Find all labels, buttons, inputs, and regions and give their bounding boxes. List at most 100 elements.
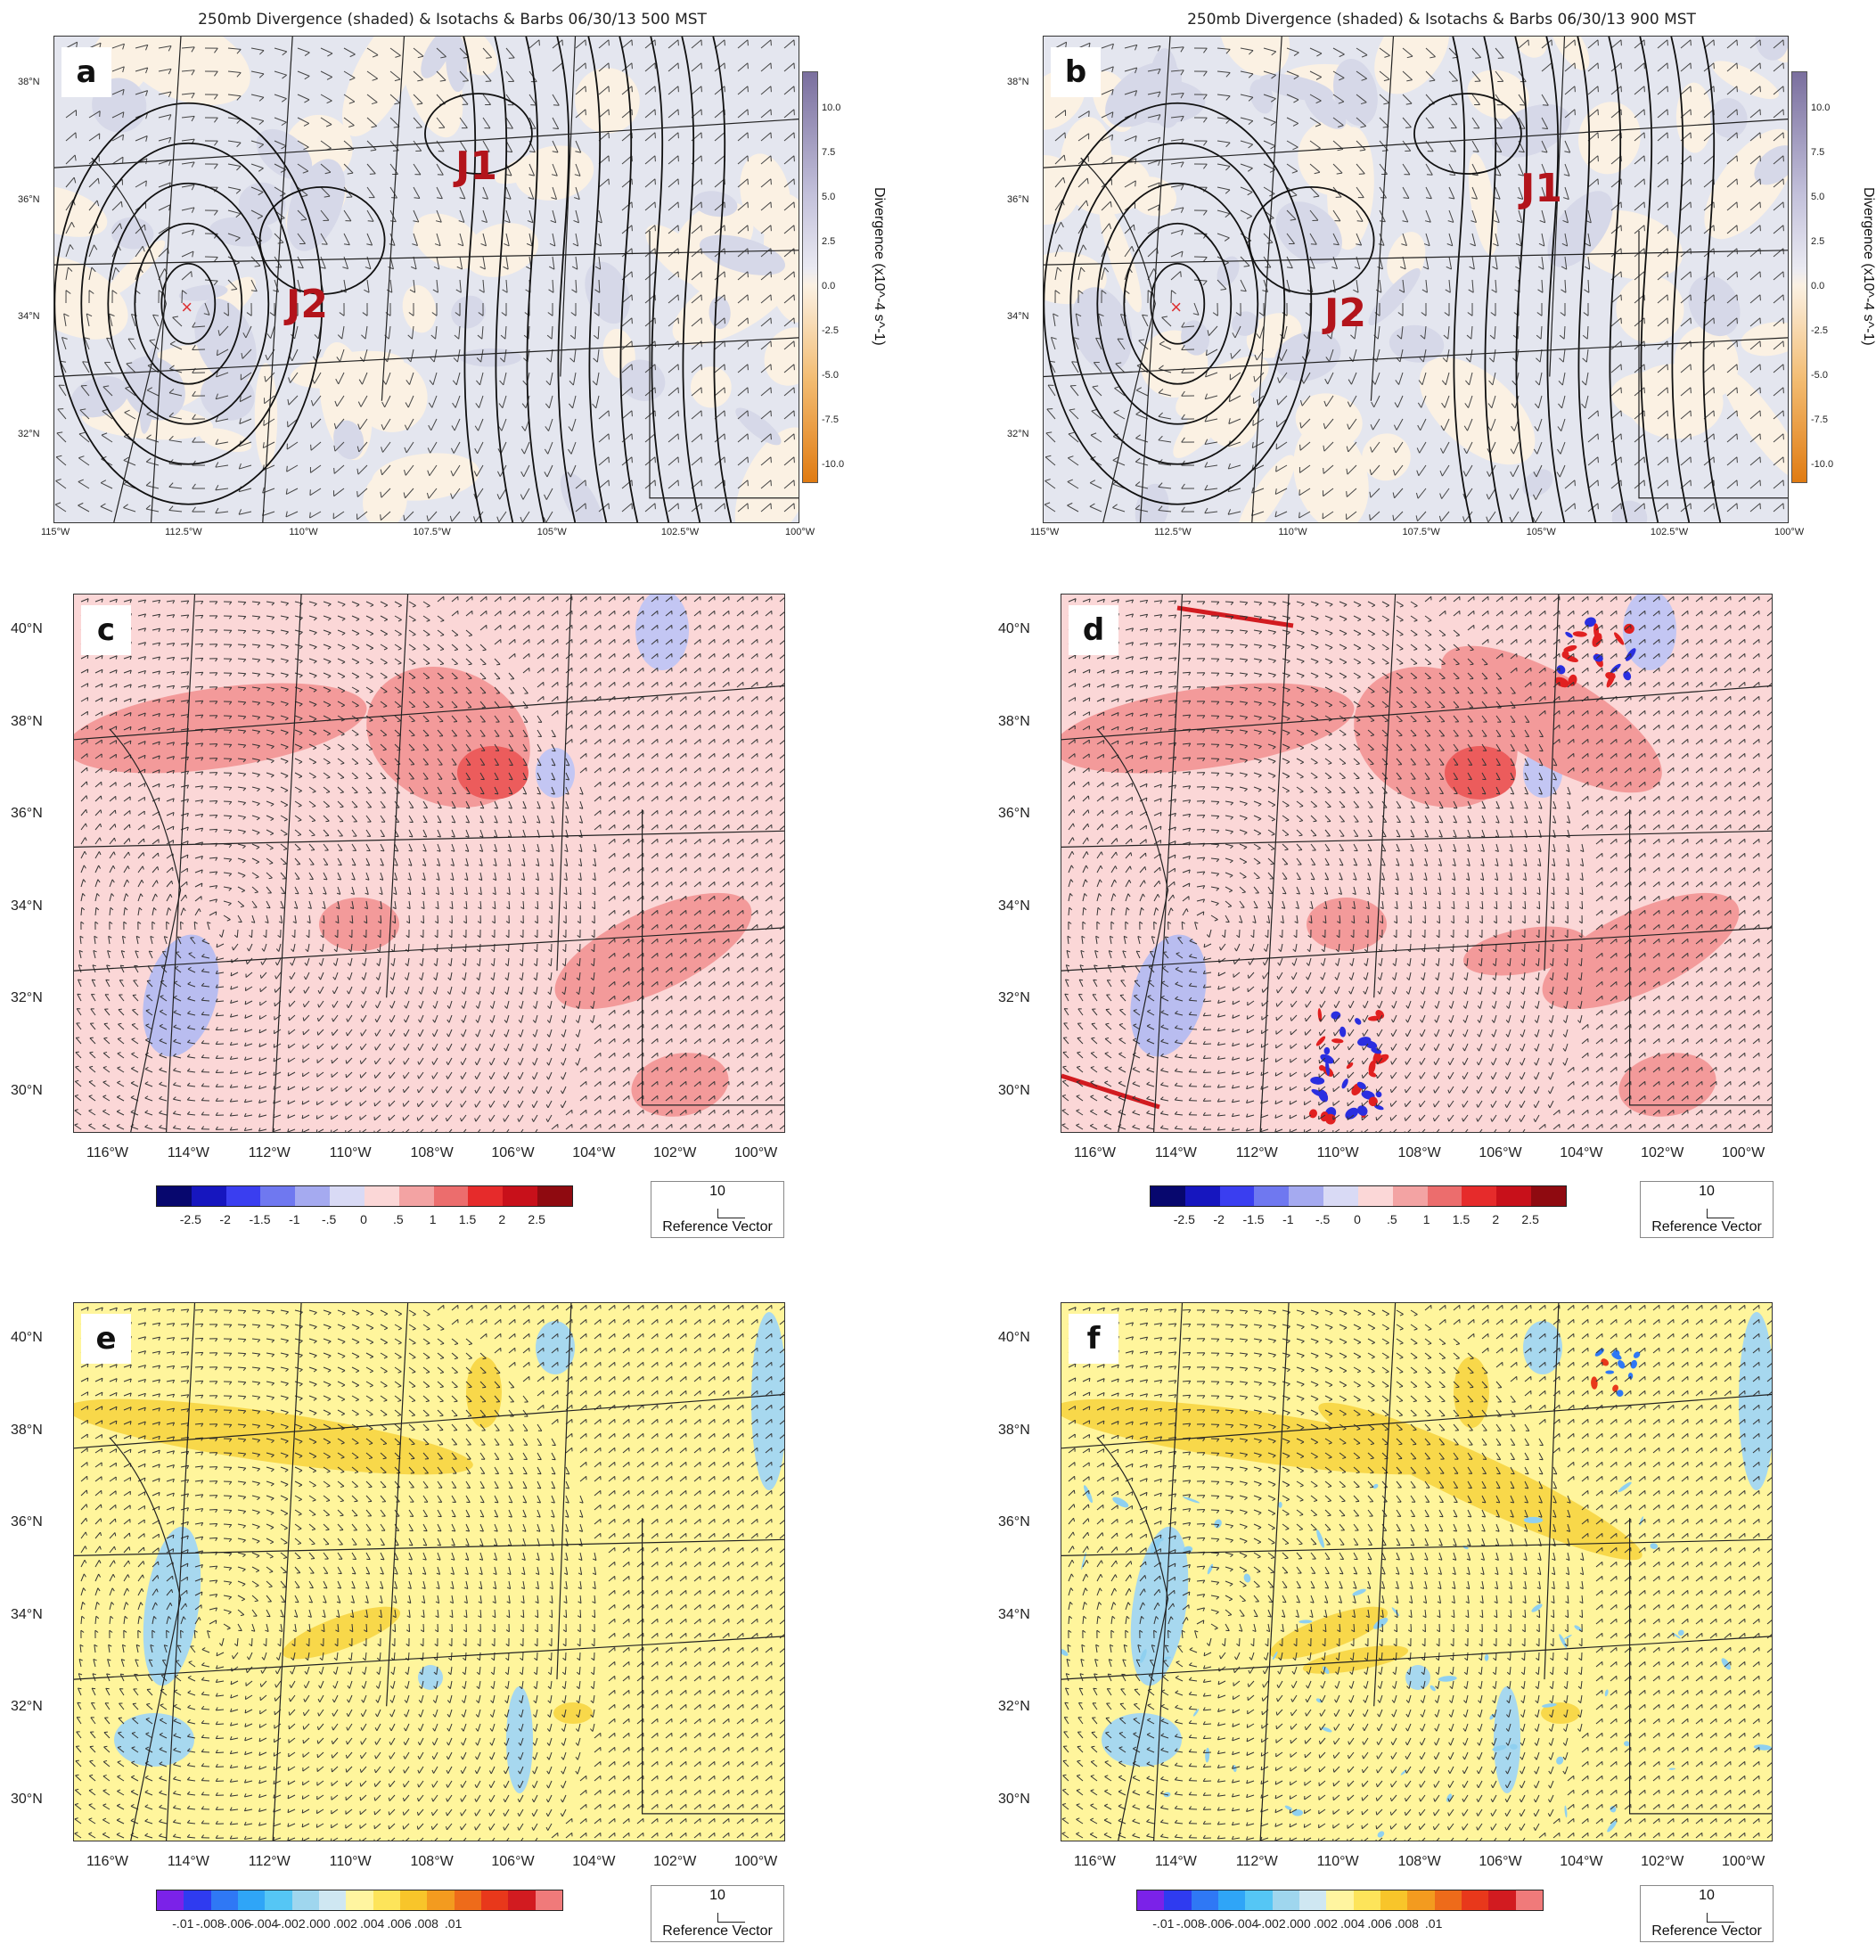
noise-patch (1368, 1096, 1378, 1107)
colorbar-tick-label: -.006 (223, 1916, 251, 1931)
colorbar-tick-label: -1.5 (249, 1212, 271, 1226)
panel-d-map: d (1061, 594, 1773, 1133)
noise-patch (1542, 1703, 1557, 1708)
noise-patch (1492, 1745, 1507, 1751)
lon-tick-label: 100°W (785, 527, 815, 537)
colorbar-swatch (1434, 1890, 1462, 1910)
colorbar-tick-label: .004 (1340, 1916, 1365, 1931)
jet-j1-label: J1 (1520, 166, 1562, 211)
lat-tick-label: 38°N (11, 1422, 43, 1438)
noise-patch (1368, 1060, 1376, 1075)
colorbar-swatch (346, 1890, 373, 1910)
colorbar-swatch (373, 1890, 400, 1910)
reference-vector-arrow (1707, 1209, 1734, 1218)
divergence-patch (1269, 1606, 1389, 1660)
lon-tick-label: 114°W (167, 1145, 209, 1160)
lat-tick-label: 36°N (1007, 193, 1029, 205)
divergence-patch (506, 1686, 533, 1793)
lon-tick-label: 116°W (86, 1145, 129, 1160)
noise-patch (1346, 1062, 1354, 1070)
divergence-patch (1688, 275, 1741, 337)
divergence-patch (1099, 201, 1142, 313)
lon-tick-label: 104°W (1560, 1145, 1603, 1160)
panel-e-reference-vector: 10 Reference Vector (651, 1885, 784, 1942)
lon-tick-label: 104°W (572, 1145, 616, 1160)
lat-tick-label: 38°N (998, 713, 1030, 729)
wind-barbs (1044, 39, 1784, 522)
reference-vector-arrow (717, 1913, 745, 1923)
divergence-patch (1298, 119, 1367, 196)
divergence-patch (111, 217, 154, 250)
panel-e-colorbar (156, 1890, 563, 1911)
lat-tick-label: 36°N (18, 193, 40, 205)
noise-patch (1563, 1635, 1572, 1640)
state-borders (74, 1303, 784, 1841)
colorbar-swatch (1496, 1186, 1532, 1206)
divergence-patch (1176, 356, 1269, 419)
noise-patch (1523, 1516, 1544, 1524)
lon-tick-label: 104°W (1560, 1854, 1603, 1869)
lat-tick-label: 34°N (998, 1606, 1030, 1622)
state-borders (1061, 1303, 1772, 1841)
lon-tick-label: 102.5°W (1650, 527, 1689, 537)
noise-patch (1061, 1648, 1069, 1656)
panel-d-field (1061, 595, 1772, 1132)
divergence-patch (1441, 645, 1662, 793)
colorbar-tick-label: .5 (392, 1212, 404, 1226)
colorbar-tick-label: -2.5 (179, 1212, 201, 1226)
noise-patch (1624, 623, 1634, 634)
colorbar-swatch (1531, 1186, 1566, 1206)
noise-patch (1677, 1629, 1684, 1636)
panel-e-field (74, 1303, 784, 1841)
panel-a-colorbar (802, 71, 818, 483)
colorbar-swatch (398, 1186, 434, 1206)
lon-tick-label: 106°W (491, 1854, 535, 1869)
divergence-patch (1610, 371, 1720, 428)
noise-patch (1311, 1088, 1324, 1097)
divergence-patch (1514, 37, 1547, 58)
lon-tick-label: 102°W (653, 1145, 697, 1160)
lat-tick-label: 34°N (1007, 311, 1029, 323)
lon-tick-label: 105°W (537, 527, 567, 537)
divergence-patch (1542, 892, 1740, 1010)
noise-patch (1610, 1806, 1617, 1813)
noise-patch (1310, 1076, 1325, 1085)
noise-patch (1183, 1497, 1200, 1504)
divergence-patch (536, 748, 575, 798)
colorbar-swatch (1164, 1890, 1192, 1910)
lat-tick-label: 36°N (11, 1514, 43, 1530)
colorbar-tick-label: .008 (414, 1916, 438, 1931)
divergence-patch (1307, 898, 1387, 951)
panel-b-map: × b J1 J2 (1043, 36, 1789, 523)
colorbar-tick-label: .006 (387, 1916, 412, 1931)
state-borders (1044, 37, 1788, 522)
colorbar-tick-label: -2.5 (1173, 1212, 1195, 1226)
panel-c-label: c (81, 605, 131, 655)
colorbar-tick-label: 1 (429, 1212, 437, 1226)
colorbar-tick-label: -.004 (1230, 1916, 1259, 1931)
noise-patch (1630, 1359, 1637, 1369)
divergence-patch (560, 472, 604, 522)
colorbar-swatch (1427, 1186, 1462, 1206)
divergence-patch (1709, 98, 1748, 138)
lat-tick-label: 30°N (11, 1792, 43, 1807)
noise-patch (1322, 1666, 1330, 1674)
colorbar-swatch (237, 1890, 266, 1910)
colorbar-swatch (191, 1186, 226, 1206)
divergence-patch (1454, 1357, 1489, 1428)
noise-patch (1375, 1091, 1382, 1098)
divergence-patch (1295, 393, 1363, 448)
noise-patch (1572, 631, 1587, 637)
colorbar-tick-label: 2.5 (1521, 1212, 1539, 1226)
divergence-patch (1374, 37, 1450, 94)
lon-tick-label: 108°W (410, 1145, 454, 1160)
divergence-patch (287, 159, 346, 251)
lon-tick-label: 114°W (1154, 1145, 1197, 1160)
lon-tick-label: 100°W (1722, 1145, 1765, 1160)
state-borders (74, 595, 784, 1132)
noise-patch (1391, 1607, 1400, 1617)
lon-tick-label: 104°W (572, 1854, 616, 1869)
lat-tick-label: 38°N (998, 1422, 1030, 1438)
divergence-patch (1389, 324, 1445, 363)
divergence-patch (1419, 357, 1536, 465)
